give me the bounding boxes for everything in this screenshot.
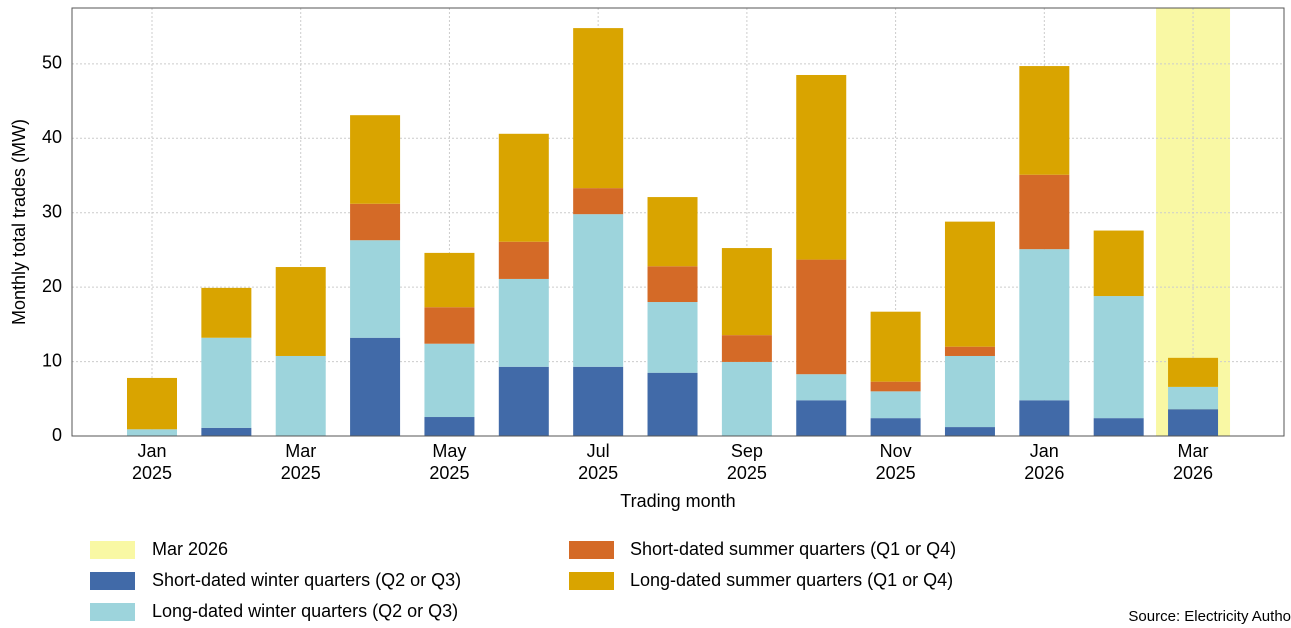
y-tick-label: 20 [42, 276, 62, 296]
bar-segment [870, 381, 921, 392]
bar-segment [350, 240, 401, 338]
bar-segment [647, 372, 698, 436]
bar-segment [127, 429, 177, 436]
bar-segment [201, 427, 252, 436]
bar-segment [424, 252, 475, 308]
bar-segment [424, 307, 475, 344]
bar-segment [498, 133, 549, 242]
legend-swatch [90, 572, 135, 590]
x-tick-label: Nov 2025 [875, 441, 916, 483]
bar-segment [1168, 357, 1219, 387]
bar-segment [721, 248, 772, 336]
bar-segment [201, 337, 252, 428]
legend-swatch [569, 541, 614, 559]
bar-segment [796, 74, 847, 260]
bar-segment [796, 400, 847, 436]
bar-segment [350, 115, 401, 204]
y-tick-label: 50 [42, 53, 62, 73]
bar-segment [1168, 409, 1219, 436]
bar-segment [944, 221, 995, 347]
bar-segment [573, 188, 624, 215]
bar-segment [424, 417, 475, 436]
y-tick-label: 30 [42, 201, 62, 221]
y-tick-label: 40 [42, 127, 62, 147]
bar-segment [647, 302, 698, 373]
bar-segment [647, 197, 698, 267]
x-tick-label: Mar 2025 [280, 441, 321, 483]
bar-segment [796, 259, 847, 375]
bar-segment [1019, 174, 1070, 250]
plot-frame [71, 7, 1285, 437]
x-axis-label: Trading month [620, 491, 735, 511]
legend-label: Short-dated summer quarters (Q1 or Q4) [630, 539, 957, 559]
x-tick-label: Sep 2025 [726, 441, 767, 483]
bar-segment [1019, 249, 1070, 401]
x-tick-label: May 2025 [429, 441, 470, 483]
bar-segment [127, 377, 177, 430]
bar-segment [1168, 386, 1219, 410]
bar-segment [870, 391, 921, 419]
source: Source: Electricity Autho [1128, 608, 1291, 625]
bar-segment [573, 28, 624, 189]
x-tick-label: Jan 2026 [1024, 441, 1065, 483]
bar-segment [573, 366, 624, 436]
bar-segment [1093, 230, 1144, 297]
x-tick-label: Jan 2025 [131, 441, 173, 483]
x-tick-label: Mar 2026 [1173, 441, 1214, 483]
bar-segment [647, 266, 698, 303]
bar-segment [944, 346, 995, 356]
bar-segment [1019, 66, 1070, 175]
bar-segment [721, 335, 772, 362]
y-axis-label: Monthly total trades (MW) [9, 119, 29, 325]
legend-label: Short-dated winter quarters (Q2 or Q3) [152, 570, 462, 590]
bar-segment [1019, 400, 1070, 436]
legend-label: Long-dated winter quarters (Q2 or Q3) [152, 601, 459, 621]
bar-segment [573, 214, 624, 367]
bar-segment [275, 267, 326, 356]
bar-segment [944, 427, 995, 436]
bar-segment [796, 374, 847, 401]
bar-segment [870, 418, 921, 436]
bar-segment [870, 311, 921, 382]
bar-segment [1093, 418, 1144, 436]
legend-swatch [90, 603, 135, 621]
bar-segment [721, 361, 772, 436]
bar-segment [350, 337, 401, 436]
bar-segment [944, 355, 995, 428]
bar-segment [275, 355, 326, 436]
bar-segment [350, 203, 401, 241]
legend-swatch [569, 572, 614, 590]
legend-label: Long-dated summer quarters (Q1 or Q4) [630, 570, 954, 590]
bar-segment [1093, 296, 1144, 419]
bar-segment [424, 343, 475, 418]
bar-segment [201, 287, 252, 338]
x-tick-label: Jul 2025 [578, 441, 619, 483]
bar-segment [498, 278, 549, 367]
legend-label: Mar 2026 [152, 539, 229, 559]
legend-swatch [90, 541, 135, 559]
y-tick-label: 0 [52, 425, 62, 445]
bar-segment [498, 366, 549, 436]
bar-segment [498, 241, 549, 279]
y-tick-label: 10 [42, 350, 62, 370]
